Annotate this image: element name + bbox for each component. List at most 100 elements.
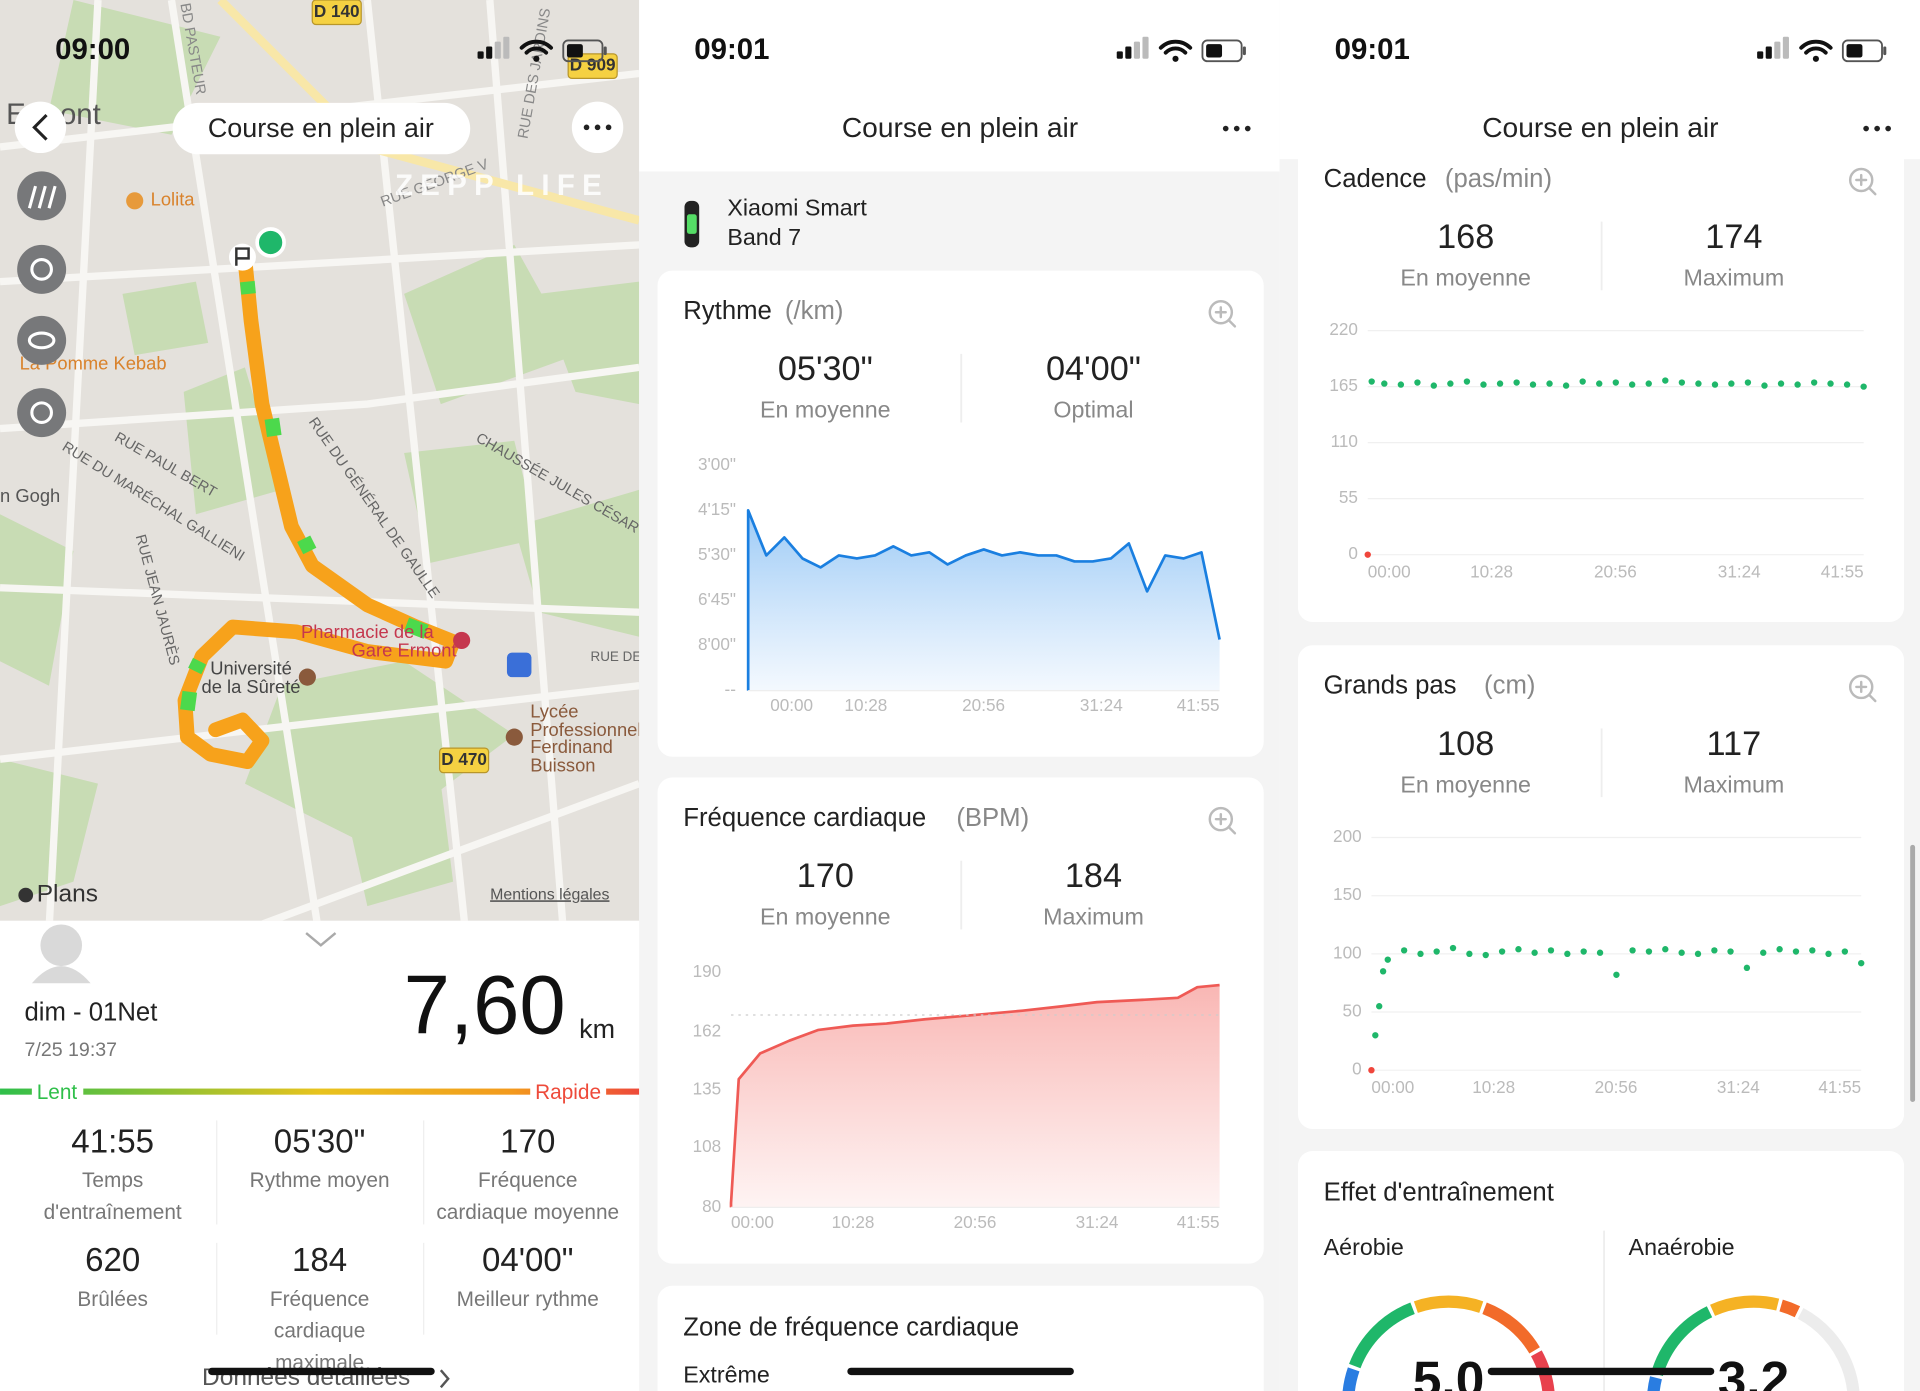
- x-tick-label: 41:55: [1821, 562, 1864, 582]
- map-label: Ferdinand: [530, 736, 613, 757]
- stat-label: cardiaque: [274, 1320, 365, 1343]
- battery: [562, 39, 604, 63]
- signal-bar: [477, 51, 484, 59]
- wifi-dot: [533, 55, 540, 62]
- park: [342, 783, 454, 907]
- battery-tip: [603, 46, 607, 56]
- point: [1449, 944, 1457, 952]
- scale-slow: Lent: [37, 1081, 78, 1104]
- point: [1384, 956, 1391, 963]
- point: [1498, 948, 1506, 955]
- battery: [1841, 39, 1883, 63]
- map-tool-button[interactable]: [17, 388, 67, 438]
- point: [1397, 381, 1405, 388]
- stat-label: En moyenne: [760, 397, 891, 423]
- signal-bar: [1142, 36, 1149, 59]
- zone-label: Extrême: [683, 1361, 770, 1387]
- more-button: [1874, 125, 1880, 132]
- x-tick-label: 20:56: [1595, 1077, 1638, 1097]
- point: [1776, 946, 1783, 953]
- stat-value: 05'30": [778, 350, 873, 388]
- poi-icon: [126, 192, 144, 210]
- park: [404, 244, 576, 405]
- stat-label: Fréquence: [270, 1288, 369, 1311]
- status-time: 09:01: [694, 33, 769, 66]
- map-label: Lolita: [151, 189, 196, 210]
- x-tick-label: 00:00: [1368, 562, 1411, 582]
- signal-bar: [1774, 41, 1781, 59]
- stat-label: d'entraînement: [44, 1201, 182, 1224]
- gauge-segment: [1651, 1306, 1713, 1377]
- road-shield: [567, 53, 618, 79]
- header-title: Course en plein air: [1482, 112, 1718, 143]
- map-tool-button[interactable]: [17, 315, 67, 365]
- stat-value: 174: [1705, 218, 1762, 256]
- map-label: Pharmacie de la: [301, 621, 434, 642]
- x-tick-label: 31:24: [1080, 695, 1123, 715]
- point: [1466, 950, 1473, 958]
- y-tick-label: 50: [1343, 1001, 1362, 1021]
- road: [0, 682, 640, 763]
- back-button: [14, 101, 67, 154]
- scale-label-bg: [31, 1079, 84, 1105]
- area-fill: [748, 510, 1220, 691]
- point: [1580, 948, 1587, 955]
- gauge-segment: [1482, 1302, 1540, 1354]
- point: [1825, 950, 1832, 958]
- point: [1743, 964, 1751, 972]
- scale-fast: Rapide: [535, 1081, 601, 1104]
- map-tool-button[interactable]: [17, 244, 67, 294]
- legal-link: Mentions légales: [490, 886, 609, 903]
- distance-value: 7,60: [404, 958, 566, 1051]
- wifi-dot: [1812, 55, 1819, 62]
- card: [1297, 645, 1905, 1129]
- y-tick-label: 80: [702, 1196, 721, 1216]
- gauge-segment: [1349, 1302, 1415, 1369]
- point: [1645, 380, 1652, 387]
- point: [1613, 971, 1620, 978]
- gauge-value: 5.0: [1413, 1350, 1484, 1391]
- header-bar: [1279, 0, 1920, 160]
- x-tick-label: 20:56: [1594, 562, 1637, 582]
- signal-bar: [1757, 51, 1764, 59]
- point: [1629, 947, 1636, 954]
- card-title: Effet d'entraînement: [1324, 1179, 1554, 1207]
- user-name: dim - 01Net: [25, 999, 158, 1027]
- watermark: ZEPP LIFE: [395, 169, 609, 202]
- signal-bar: [486, 46, 493, 59]
- gauge-segment: [1413, 1295, 1484, 1313]
- map-label: D 140: [314, 1, 360, 21]
- poi-icon: [505, 728, 523, 746]
- point: [1579, 378, 1586, 385]
- battery-level: [1206, 44, 1223, 58]
- wifi-icon: [1799, 39, 1833, 55]
- more-button: [1222, 125, 1229, 132]
- more-dot: [594, 124, 601, 131]
- battery-tip: [1242, 46, 1246, 56]
- point: [1414, 379, 1421, 386]
- map-label: Professionnel: [530, 719, 641, 740]
- point: [1612, 379, 1619, 386]
- gauge-label: Aérobie: [1324, 1234, 1404, 1260]
- x-tick-label: 31:24: [1076, 1212, 1119, 1232]
- route-fast: [188, 657, 207, 675]
- card: [1297, 1151, 1905, 1391]
- park: [122, 281, 209, 356]
- y-tick-label: 220: [1329, 319, 1358, 339]
- stat-value: 184: [1065, 857, 1122, 895]
- y-tick-label: 135: [693, 1078, 722, 1098]
- x-tick-label: 10:28: [1470, 562, 1513, 582]
- stat-label: Maximum: [1043, 903, 1144, 929]
- more-dot: [583, 124, 590, 131]
- road: [45, 0, 102, 921]
- card: [1297, 137, 1905, 623]
- point: [1482, 951, 1489, 959]
- poi-icon: [298, 668, 316, 686]
- point: [1546, 380, 1553, 387]
- activity-date: 7/25 19:37: [25, 1039, 118, 1061]
- y-tick-label: 162: [693, 1021, 722, 1041]
- y-tick-label: 5'30": [698, 544, 736, 564]
- stat-value: 168: [1437, 218, 1494, 256]
- status-time: 09:00: [55, 33, 130, 66]
